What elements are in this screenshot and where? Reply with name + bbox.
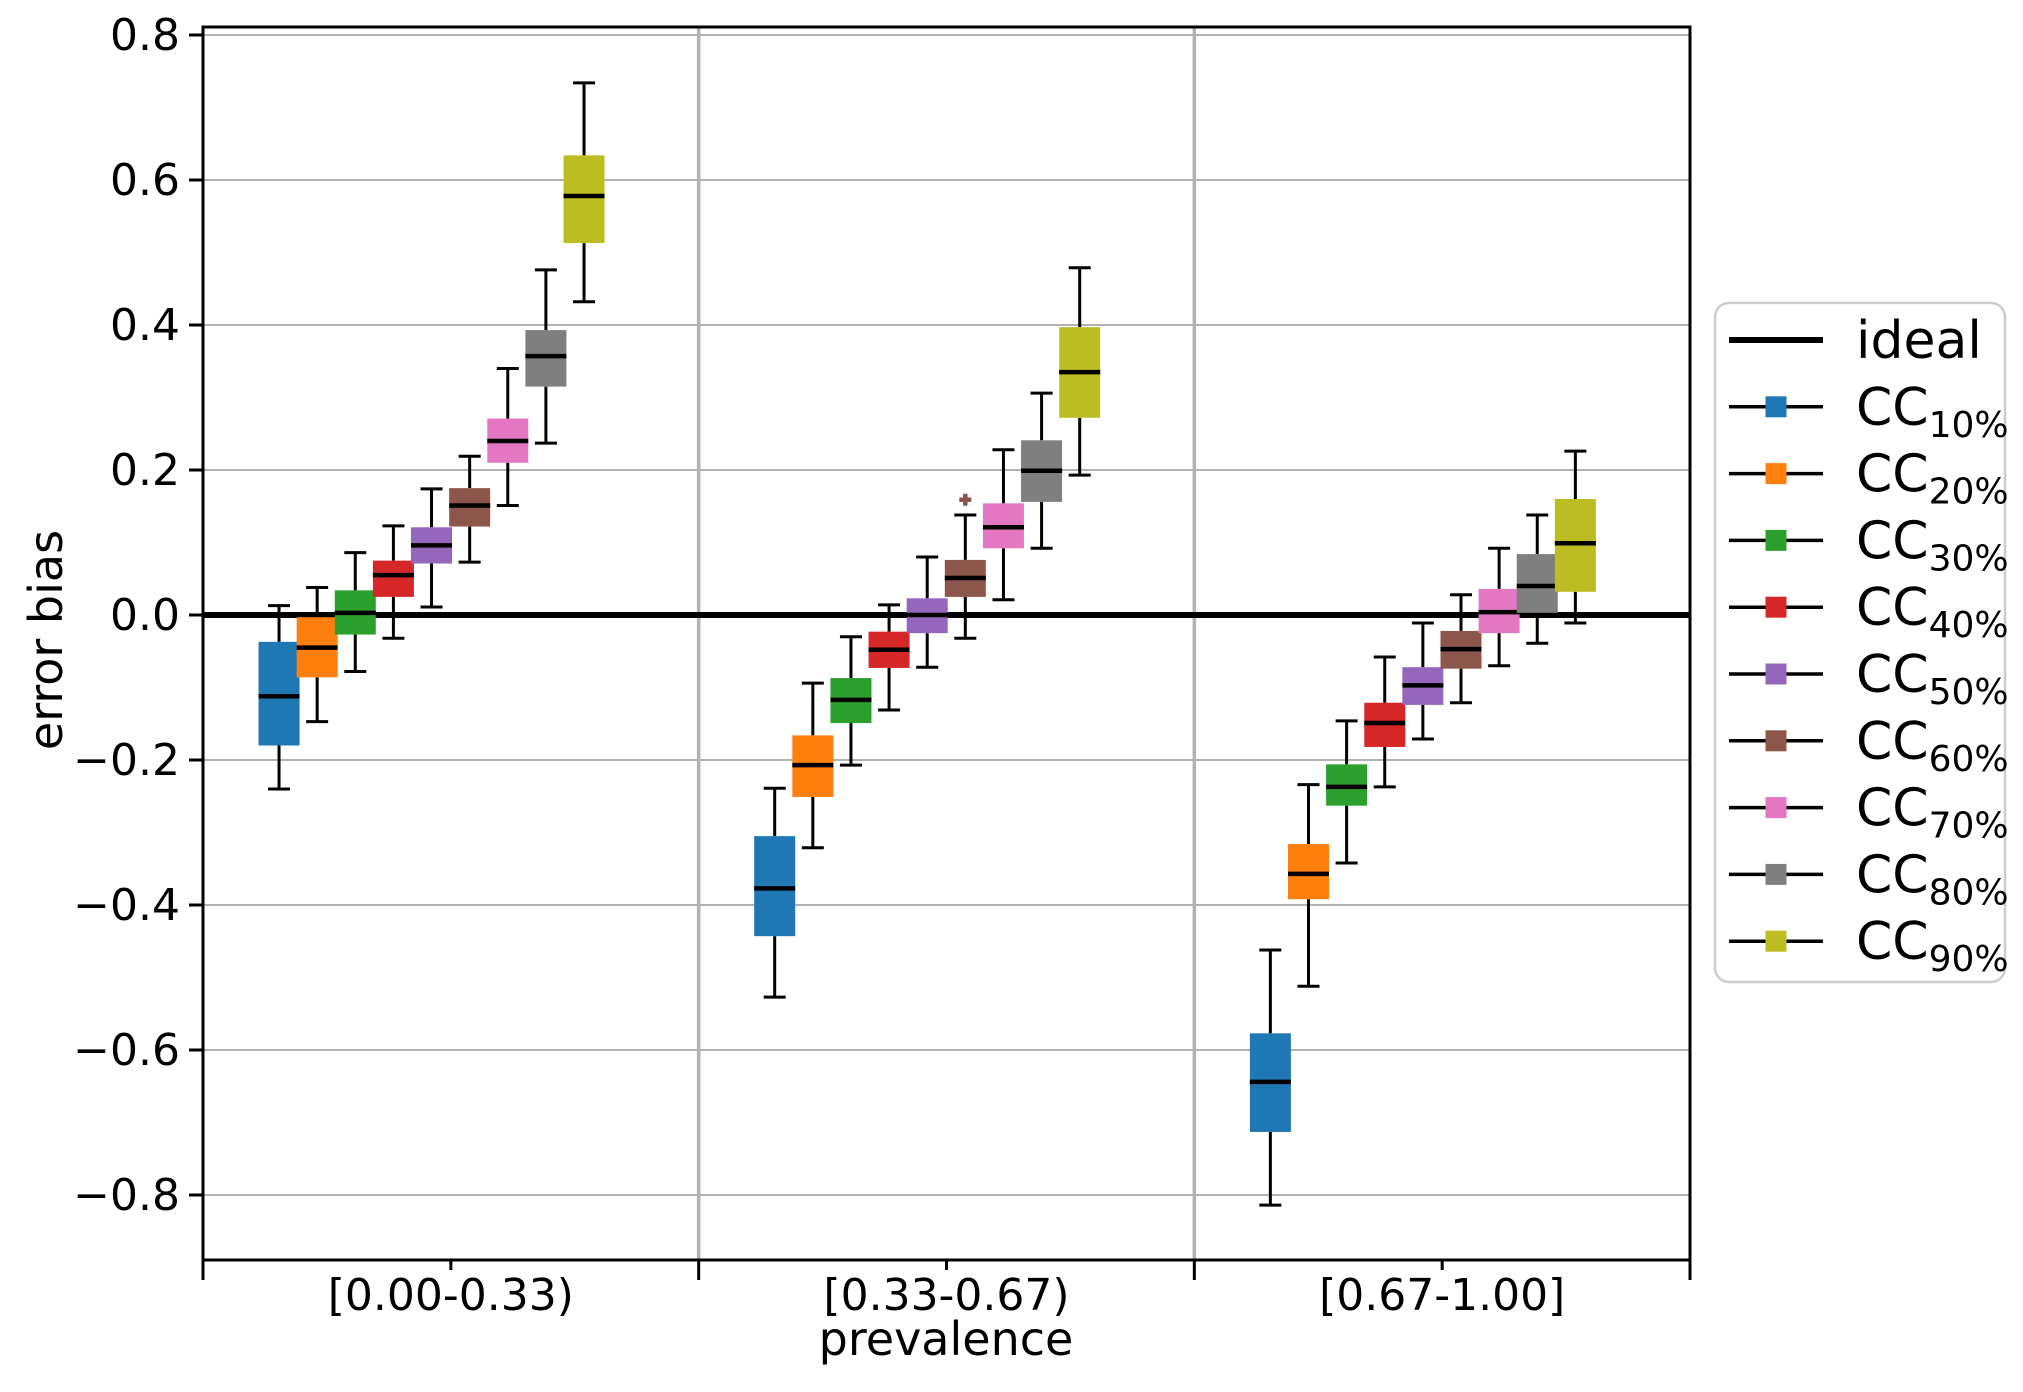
box-CC10%-bin1	[258, 641, 300, 746]
legend-item-CC90%-label: CC90%	[1856, 912, 2009, 980]
legend-item-CC60%-marker	[1765, 730, 1787, 752]
data-layer	[203, 81, 1690, 1207]
legend-item-CC80%-label: CC80%	[1856, 845, 2009, 913]
y-tick-label: −0.8	[73, 1170, 180, 1221]
legend: ideal CC10%CC20%CC30%CC40%CC50%CC60%CC70%…	[1713, 301, 2009, 984]
y-tick-label: 0.8	[110, 10, 180, 61]
legend-item-CC10%-label: CC10%	[1856, 378, 2009, 446]
y-tick-label: 0.6	[110, 155, 180, 206]
legend-item-CC40%-marker	[1765, 596, 1787, 618]
y-tick-label: −0.2	[73, 735, 180, 786]
legend-item-CC60%-label: CC60%	[1856, 712, 2009, 780]
y-tick-label: 0.4	[110, 300, 180, 351]
legend-item-CC20%-label: CC20%	[1856, 445, 2009, 513]
y-tick-label: −0.6	[73, 1025, 180, 1076]
legend-item-CC50%-marker	[1765, 663, 1787, 685]
legend-item-CC70%-marker	[1765, 797, 1787, 819]
x-tick-label: [0.33-0.67)	[823, 1270, 1069, 1321]
legend-item-CC80%-marker	[1765, 863, 1787, 885]
x-tick-label: [0.00-0.33)	[328, 1270, 574, 1321]
legend-item-ideal-label: ideal	[1856, 311, 1982, 371]
legend-item-CC90%-marker	[1765, 930, 1787, 952]
y-tick-label: −0.4	[73, 880, 180, 931]
legend-item-CC10%-marker	[1765, 396, 1787, 418]
legend-item-CC30%-label: CC30%	[1856, 511, 2009, 579]
x-tick-label: [0.67-1.00]	[1319, 1270, 1565, 1321]
box-CC40%-bin1	[372, 560, 414, 597]
legend-item-CC50%-label: CC50%	[1856, 645, 2009, 713]
x-axis-label: prevalence	[819, 1312, 1074, 1366]
legend-item-CC70%-label: CC70%	[1856, 779, 2009, 847]
box-CC80%-bin3	[1516, 554, 1558, 613]
y-axis-label: error bias	[19, 530, 73, 750]
y-tick-label: 0.0	[110, 590, 180, 641]
box-CC90%-bin1	[563, 155, 605, 244]
y-tick-label: 0.2	[110, 445, 180, 496]
box-CC60%-bin2-outlier-marker	[959, 493, 972, 506]
legend-item-CC30%-marker	[1765, 529, 1787, 551]
legend-item-CC20%-marker	[1765, 463, 1787, 485]
axes-layer: 0.8 0.6 0.4 0.2 0.0 −0.2 −0.4 −0.6 −0.8 [0.00-0.3…	[73, 10, 1692, 1321]
legend-item-CC40%-label: CC40%	[1856, 578, 2009, 646]
